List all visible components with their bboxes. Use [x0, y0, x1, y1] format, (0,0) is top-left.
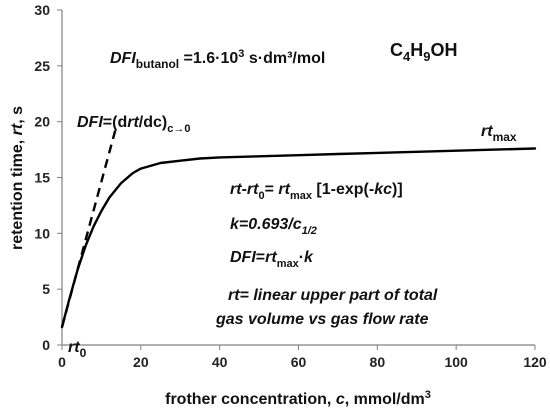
rt-definition-line-1: rt= linear upper part of total	[228, 287, 438, 304]
dfi-butanol-annotation: DFIbutanol =1.6·103 s·dm³/mol	[110, 48, 325, 71]
rt-zero-label: rt0	[68, 339, 87, 360]
x-tick-label: 20	[133, 354, 149, 370]
axes	[57, 9, 536, 350]
x-tick-label: 0	[58, 354, 66, 370]
x-tick-label: 60	[291, 354, 307, 370]
x-tick-label: 40	[212, 354, 228, 370]
model-equation: rt-rt0= rtmax [1-exp(-kc)]	[230, 181, 403, 202]
y-tick-label: 15	[34, 170, 50, 186]
y-tick-label: 5	[42, 281, 50, 297]
series-lines	[60, 130, 537, 329]
rt-definition-line-2: gas volume vs gas flow rate	[215, 311, 429, 328]
x-tick-label: 80	[370, 354, 386, 370]
rt-max-label: rtmax	[481, 123, 517, 144]
formula-label: C4H9OH	[390, 40, 457, 64]
y-tick-label: 0	[42, 337, 50, 353]
tangent-line	[60, 130, 117, 328]
dfi-slope-annotation: DFI=(drt/dc)c→0	[77, 114, 191, 135]
retention-curve	[60, 147, 537, 329]
dfi-equation: DFI=rtmax·k	[230, 249, 314, 270]
x-axis-title: frother concentration, c, mmol/dm3	[165, 389, 431, 408]
y-tick-label: 10	[34, 225, 50, 241]
x-tick-label: 120	[523, 354, 547, 370]
y-tick-label: 25	[34, 58, 50, 74]
x-tick-label: 100	[444, 354, 468, 370]
y-axis-title: retention time, rt, s	[9, 106, 26, 250]
y-tick-label: 20	[34, 114, 50, 130]
tick-labels: 0 20 40 60 80 100 120 0 5 10 15 20 25 30	[34, 2, 546, 370]
k-equation: k=0.693/c1/2	[230, 216, 317, 237]
y-tick-label: 30	[34, 2, 50, 18]
